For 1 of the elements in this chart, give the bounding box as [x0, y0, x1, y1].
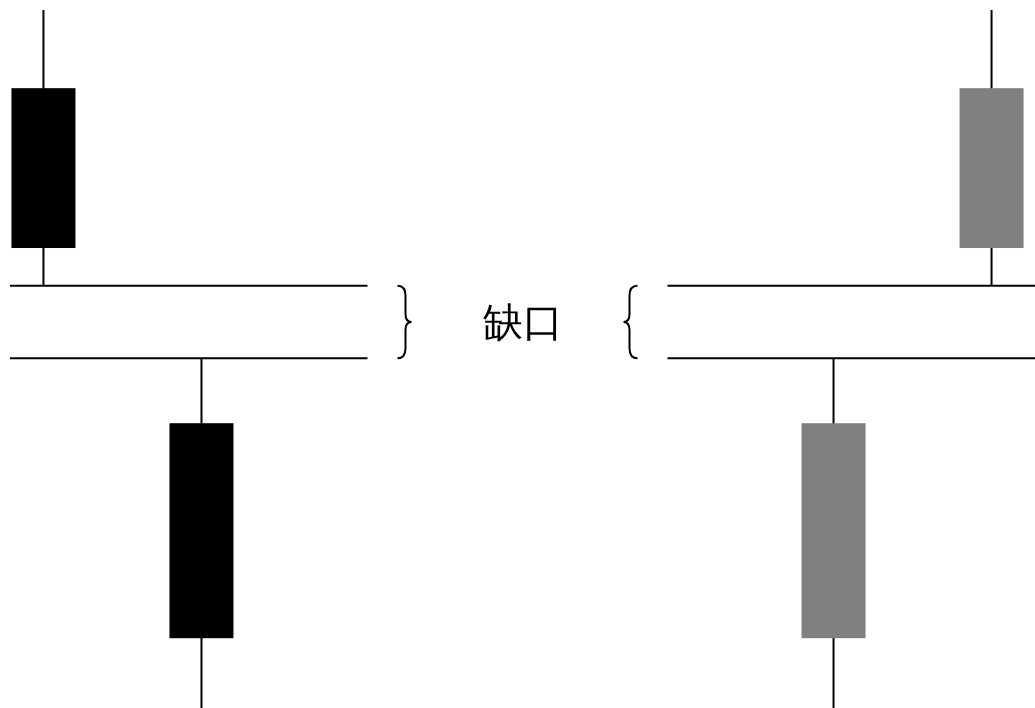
annotation: 缺口 — [482, 299, 563, 346]
